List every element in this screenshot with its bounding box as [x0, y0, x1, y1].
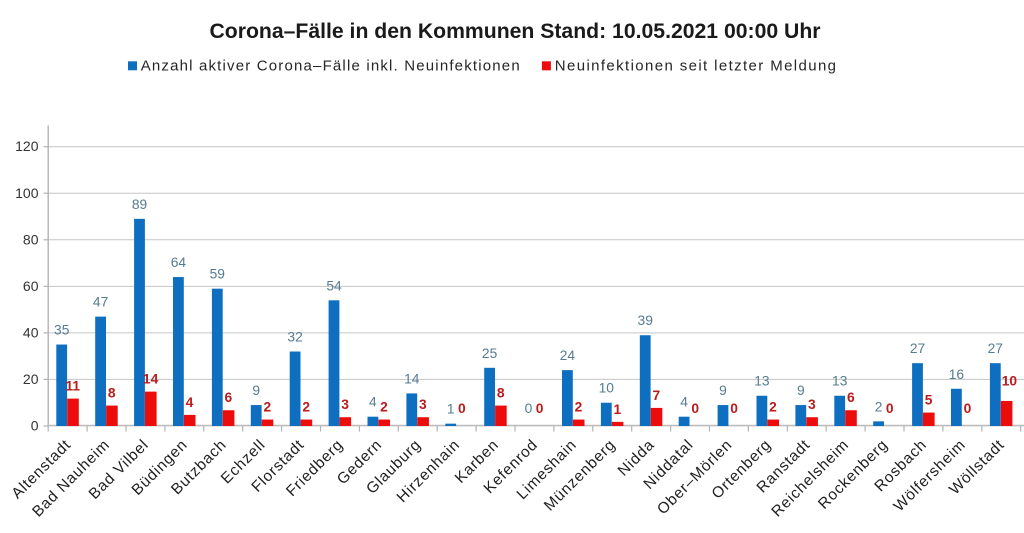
svg-text:0: 0	[525, 401, 533, 416]
svg-text:Anzahl aktiver Corona–Fälle in: Anzahl aktiver Corona–Fälle inkl. Neuinf…	[141, 57, 521, 74]
svg-text:9: 9	[252, 383, 260, 398]
svg-text:6: 6	[225, 390, 233, 405]
svg-text:11: 11	[66, 379, 81, 394]
svg-text:5: 5	[925, 393, 933, 408]
svg-text:2: 2	[302, 400, 310, 415]
svg-text:9: 9	[797, 383, 805, 398]
svg-text:0: 0	[691, 401, 699, 416]
svg-text:25: 25	[482, 346, 498, 361]
svg-text:47: 47	[93, 295, 108, 310]
svg-text:32: 32	[287, 330, 302, 345]
svg-text:0: 0	[458, 401, 466, 416]
svg-text:0: 0	[886, 401, 894, 416]
svg-text:24: 24	[560, 348, 576, 363]
svg-text:1: 1	[447, 402, 455, 417]
svg-text:4: 4	[680, 395, 688, 410]
svg-text:9: 9	[719, 383, 727, 398]
svg-text:40: 40	[23, 324, 39, 340]
svg-text:Neuinfektionen seit letzter Me: Neuinfektionen seit letzter Meldung	[555, 57, 838, 74]
svg-text:2: 2	[575, 400, 583, 415]
svg-text:14: 14	[404, 371, 420, 386]
svg-text:0: 0	[964, 401, 972, 416]
svg-text:54: 54	[326, 278, 342, 293]
svg-text:4: 4	[186, 395, 194, 410]
svg-text:80: 80	[23, 231, 39, 247]
svg-text:20: 20	[23, 371, 39, 387]
svg-text:3: 3	[808, 397, 816, 412]
svg-text:2: 2	[380, 400, 388, 415]
svg-text:13: 13	[832, 374, 848, 389]
svg-text:14: 14	[143, 372, 159, 387]
svg-text:100: 100	[15, 185, 39, 201]
svg-text:39: 39	[638, 313, 654, 328]
svg-text:8: 8	[497, 386, 505, 401]
svg-text:4: 4	[369, 395, 377, 410]
svg-text:2: 2	[263, 400, 271, 415]
svg-text:120: 120	[15, 138, 39, 154]
svg-text:2: 2	[769, 400, 777, 415]
svg-text:0: 0	[730, 401, 738, 416]
svg-text:10: 10	[599, 381, 615, 396]
svg-text:60: 60	[23, 278, 39, 294]
svg-text:7: 7	[652, 388, 660, 403]
svg-text:Corona–Fälle in den Kommunen S: Corona–Fälle in den Kommunen Stand: 10.0…	[209, 20, 820, 43]
svg-text:35: 35	[54, 323, 70, 338]
svg-text:59: 59	[210, 267, 226, 282]
svg-text:10: 10	[1002, 373, 1018, 388]
svg-text:2: 2	[875, 399, 883, 414]
svg-text:64: 64	[171, 255, 187, 270]
svg-text:6: 6	[847, 390, 855, 405]
svg-text:27: 27	[910, 341, 925, 356]
svg-text:16: 16	[949, 367, 965, 382]
svg-text:8: 8	[108, 386, 116, 401]
svg-text:89: 89	[132, 197, 148, 212]
svg-text:0: 0	[536, 401, 544, 416]
svg-text:1: 1	[614, 402, 622, 417]
svg-text:27: 27	[988, 341, 1003, 356]
svg-text:3: 3	[341, 397, 349, 412]
svg-text:0: 0	[31, 418, 39, 434]
svg-text:13: 13	[754, 374, 770, 389]
svg-text:3: 3	[419, 397, 427, 412]
